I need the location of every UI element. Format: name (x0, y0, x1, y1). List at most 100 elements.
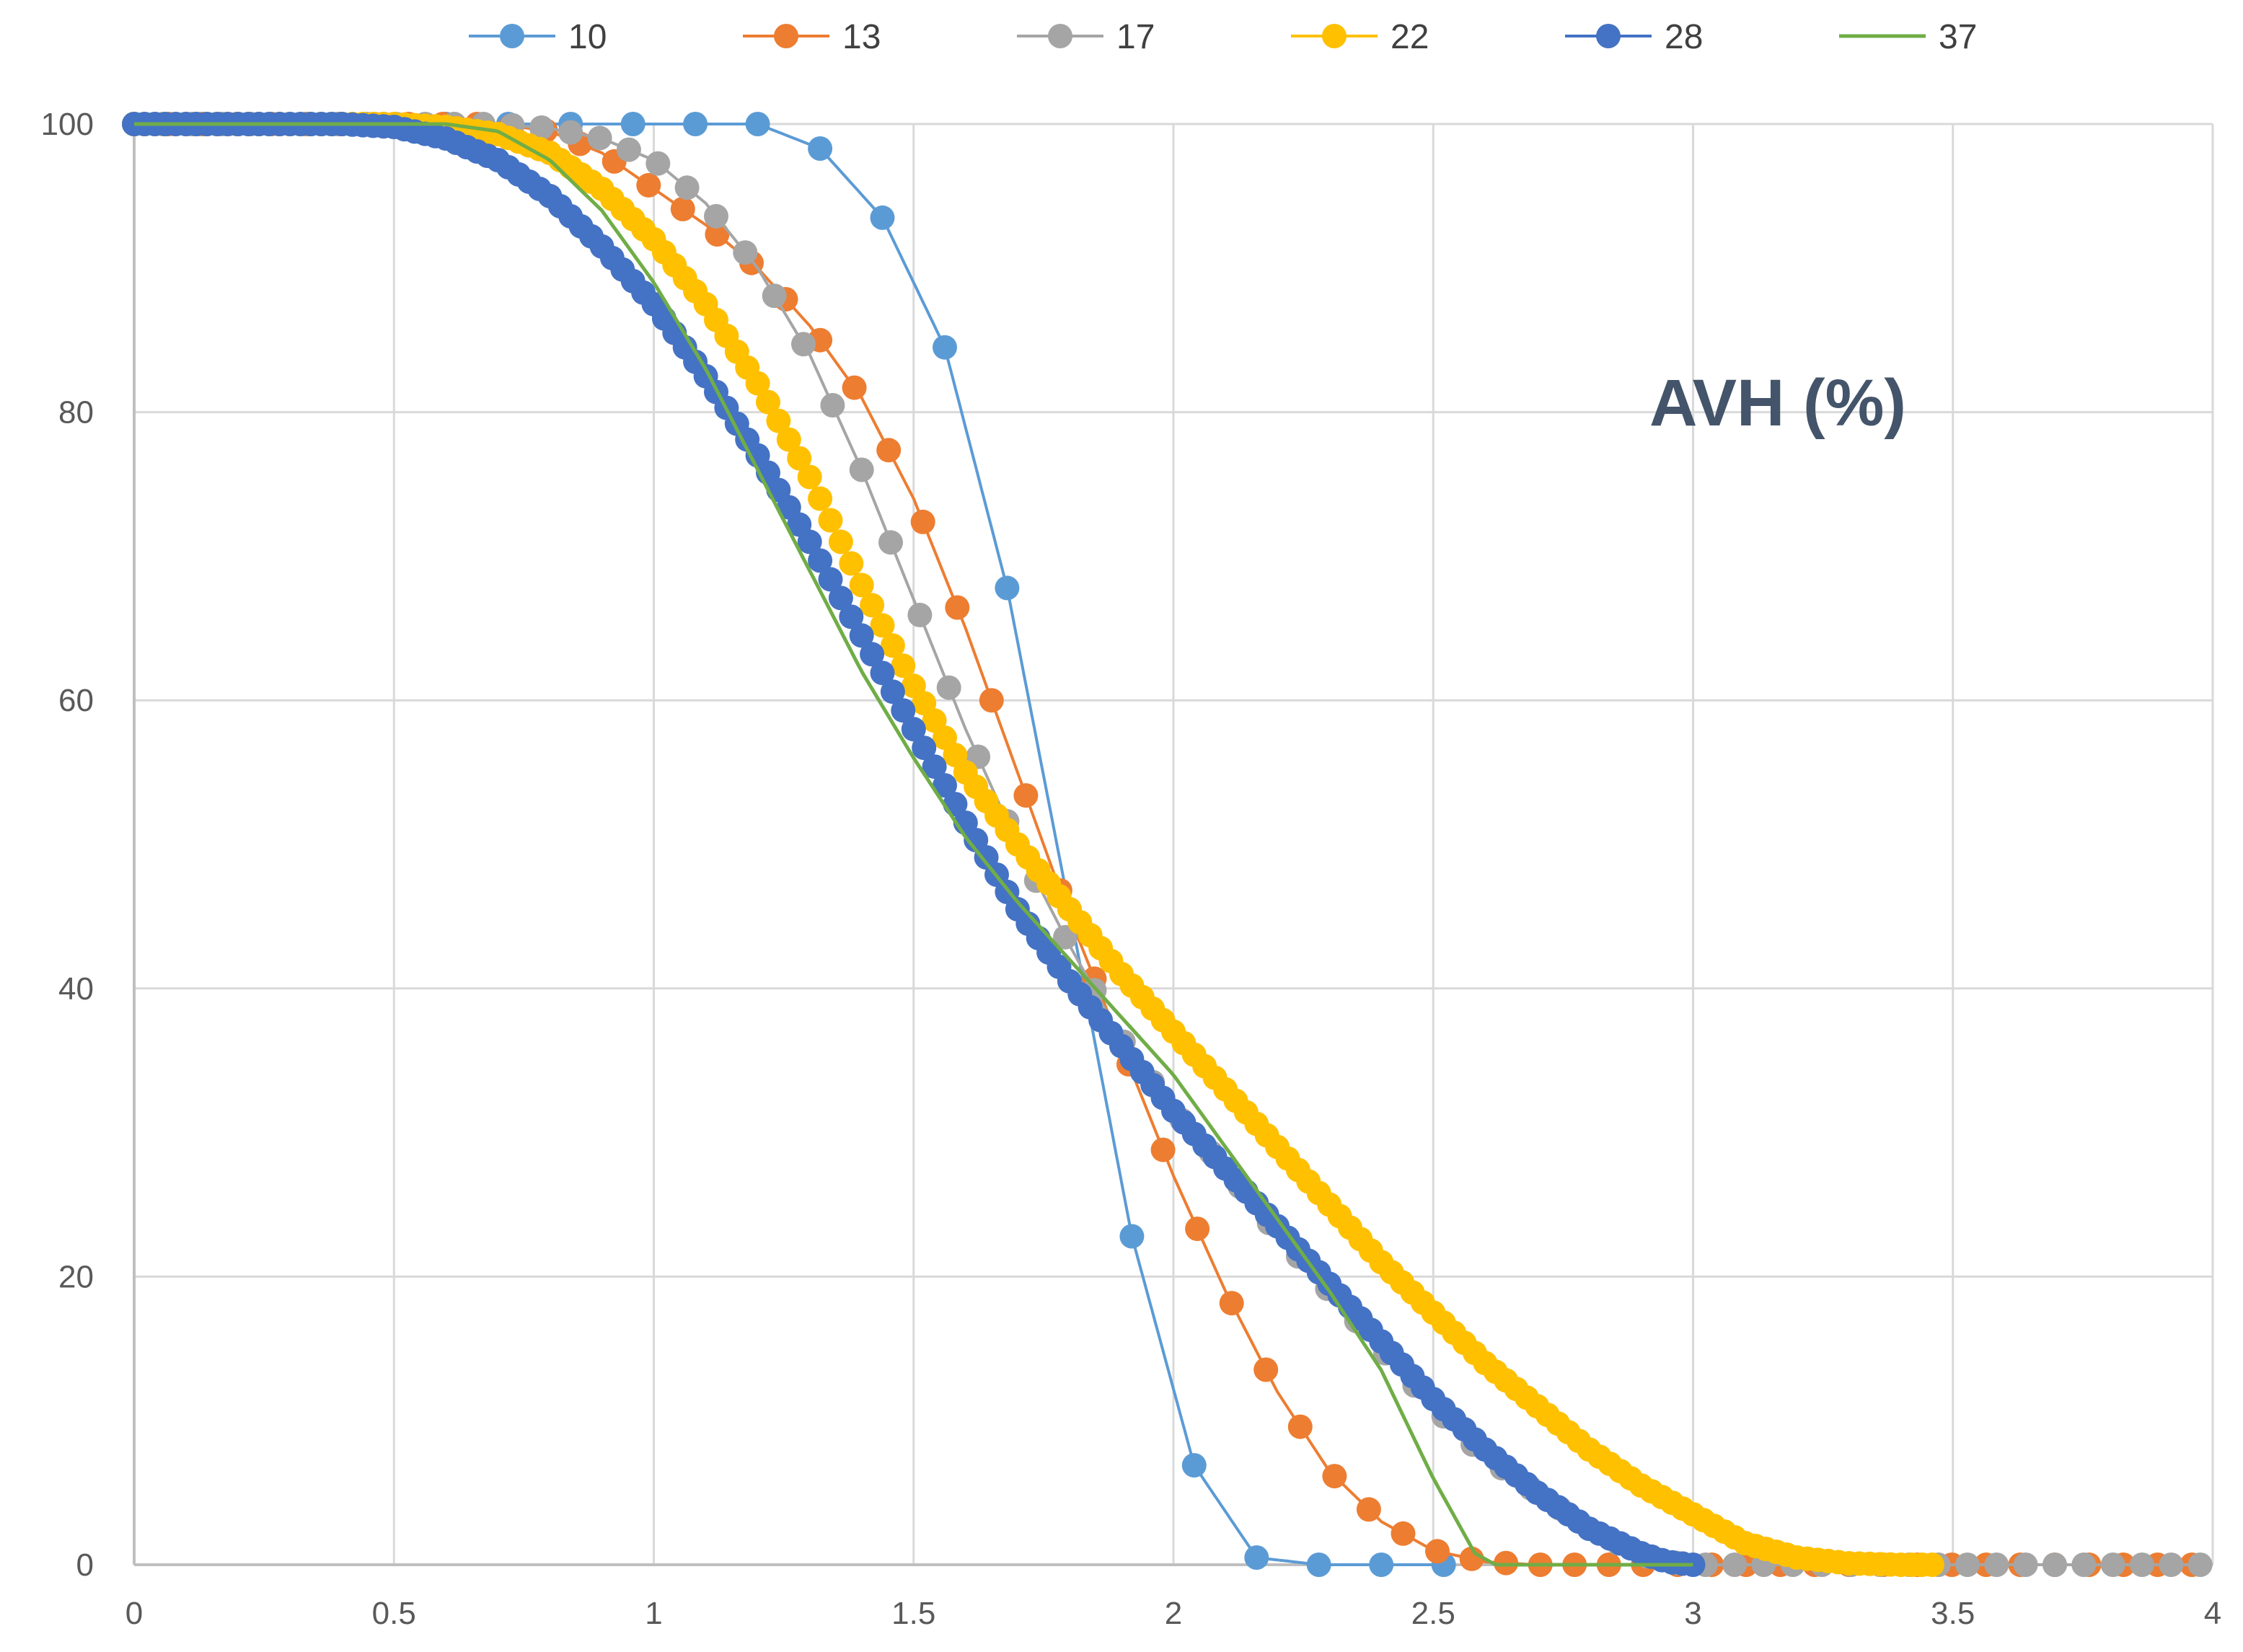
series-22-point-69 (839, 551, 864, 576)
series-17-point-69 (2130, 1552, 2154, 1577)
legend-item-13: 13 (743, 18, 881, 56)
series-22-line (134, 123, 1932, 1566)
series-17-point-63 (1955, 1552, 1980, 1577)
series-22-point-60 (745, 371, 770, 396)
series-28-point-68 (828, 586, 853, 611)
series-28-point-73 (880, 679, 905, 704)
series-13-point-35 (1322, 1464, 1347, 1489)
series-layer (122, 112, 2213, 1577)
series-10-point-14 (995, 575, 1020, 601)
series-13-point-24 (945, 595, 970, 620)
x-tick-label-1: 0.5 (372, 1596, 416, 1631)
series-17-point-28 (936, 675, 961, 700)
legend-label-17: 17 (1116, 18, 1155, 56)
series-28-point-65 (797, 529, 822, 555)
series-17-point-22 (762, 283, 787, 309)
series-37 (134, 122, 1693, 1567)
series-13-point-15 (636, 172, 661, 198)
x-tick-label-7: 3.5 (1931, 1596, 1975, 1631)
series-13-point-25 (979, 688, 1004, 713)
series-10-point-19 (1306, 1552, 1331, 1577)
series-17-point-64 (1984, 1552, 2009, 1577)
series-10-line (134, 123, 1444, 1566)
x-tick-label-6: 3 (1684, 1596, 1701, 1631)
series-28-point-77 (922, 754, 947, 779)
y-tick-label-1: 20 (58, 1259, 94, 1294)
series-17-point-18 (645, 151, 671, 176)
y-tick-label-5: 100 (41, 107, 94, 142)
series-28-point-67 (818, 567, 843, 592)
series-22-point-71 (860, 593, 885, 618)
y-tick-label-3: 60 (58, 683, 94, 718)
x-tick-label-4: 2 (1165, 1596, 1182, 1631)
x-tick-label-2: 1 (645, 1596, 662, 1631)
series-10-point-9 (683, 112, 708, 136)
legend-label-22: 22 (1391, 18, 1429, 56)
legend-swatch-marker-13 (774, 24, 798, 48)
series-17-point-55 (1722, 1552, 1748, 1577)
series-13-point-36 (1356, 1497, 1381, 1522)
series-17 (122, 112, 2213, 1577)
series-10-point-18 (1244, 1545, 1269, 1570)
series-17-point-15 (558, 120, 583, 145)
series-17-point-14 (529, 115, 554, 140)
series-13-point-22 (876, 438, 902, 463)
series-28-point-76 (912, 736, 937, 761)
series-22-point-73 (880, 633, 905, 658)
series-17-point-17 (616, 137, 641, 162)
y-tick-label-2: 40 (58, 971, 94, 1007)
series-10-point-17 (1181, 1453, 1207, 1478)
series-22-point-70 (849, 573, 874, 598)
y-tick-labels: 0 20 40 60 80 100 (41, 107, 94, 1583)
series-22-point-64 (787, 446, 812, 471)
series-13 (122, 112, 2213, 1577)
series-22-point-63 (776, 427, 801, 452)
legend-label-37: 37 (1939, 18, 1977, 56)
series-17-point-66 (2043, 1552, 2067, 1577)
series-10-point-10 (745, 112, 770, 136)
series-10-point-13 (933, 335, 957, 360)
series-17-point-24 (820, 393, 845, 418)
series-17-point-16 (587, 125, 612, 151)
legend-label-13: 13 (842, 18, 881, 56)
series-13-point-17 (705, 222, 730, 247)
series-13-point-21 (842, 375, 867, 400)
legend-item-17: 17 (1017, 18, 1155, 56)
series-10-point-8 (620, 112, 645, 136)
series-17-point-67 (2071, 1552, 2097, 1577)
series-13-point-30 (1150, 1137, 1176, 1162)
series-13-point-26 (1013, 783, 1039, 808)
legend-swatch-marker-22 (1322, 24, 1347, 48)
series-28-point-72 (870, 661, 895, 686)
series-17-point-71 (2187, 1552, 2213, 1577)
legend-item-22: 22 (1291, 18, 1429, 56)
x-tick-label-8: 4 (2204, 1596, 2221, 1631)
legend-swatch-marker-17 (1048, 24, 1072, 48)
series-17-point-25 (849, 457, 874, 482)
series-22-point-65 (797, 464, 822, 490)
legend-item-10: 10 (469, 18, 607, 56)
x-tick-labels: 0 0.5 1 1.5 2 2.5 3 3.5 4 (125, 1596, 2221, 1631)
chart-title: AVH (%) (1649, 366, 1906, 440)
series-28-point-66 (808, 548, 833, 573)
series-28-point-69 (839, 604, 864, 630)
series-17-point-70 (2159, 1552, 2184, 1577)
series-13-point-31 (1185, 1216, 1210, 1242)
series-17-point-26 (878, 530, 903, 555)
series-13-point-39 (1459, 1546, 1484, 1571)
x-tick-label-0: 0 (125, 1596, 143, 1631)
legend-label-10: 10 (568, 18, 607, 56)
series-13-point-37 (1391, 1521, 1416, 1546)
gridlines (133, 123, 2214, 1566)
series-10-point-16 (1119, 1224, 1145, 1249)
legend-swatch-marker-28 (1596, 24, 1621, 48)
y-tick-label-4: 80 (58, 395, 94, 430)
x-tick-label-3: 1.5 (891, 1596, 935, 1631)
series-28-point-78 (933, 773, 957, 798)
legend-item-37: 37 (1839, 18, 1977, 56)
series-13-point-33 (1253, 1357, 1279, 1382)
series-17-point-27 (907, 602, 933, 627)
series-10 (122, 112, 1456, 1577)
y-tick-label-0: 0 (76, 1547, 94, 1583)
